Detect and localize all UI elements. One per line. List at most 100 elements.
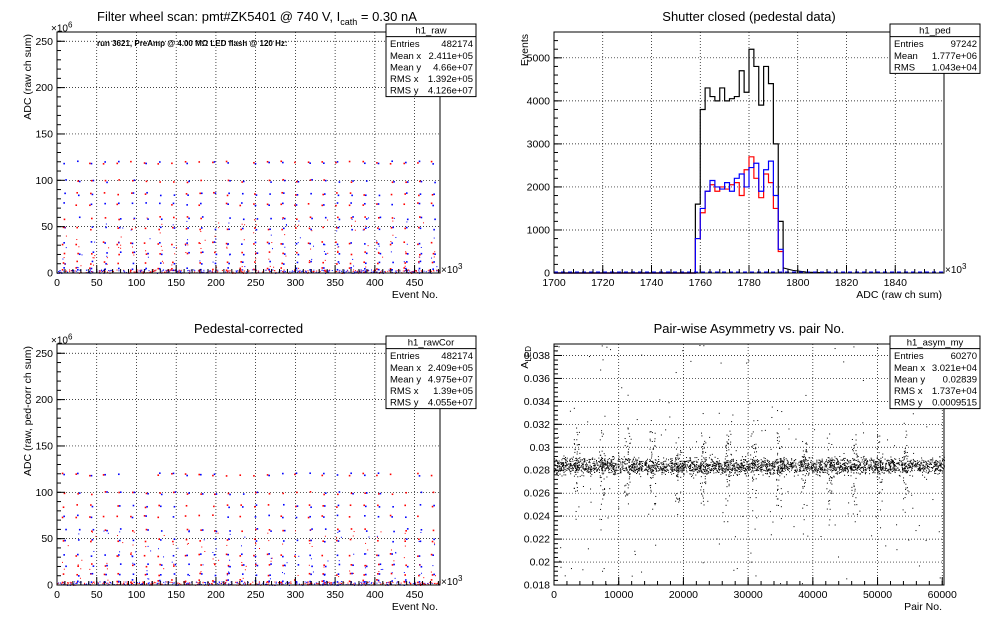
data-point	[628, 462, 630, 464]
data-point	[253, 161, 255, 164]
data-point	[651, 470, 653, 472]
x-tick-label: 300	[287, 277, 305, 289]
data-point	[376, 554, 378, 557]
data-point	[131, 579, 134, 581]
data-point	[763, 462, 765, 464]
data-point	[627, 472, 629, 474]
data-point	[846, 459, 848, 461]
data-point	[328, 581, 330, 583]
data-point	[348, 516, 351, 518]
data-point	[892, 461, 894, 463]
data-point	[664, 467, 666, 469]
data-point	[824, 468, 826, 470]
data-point	[782, 463, 784, 465]
data-point	[696, 471, 698, 473]
data-point	[137, 269, 139, 271]
data-point	[432, 204, 434, 207]
data-point	[74, 581, 76, 583]
data-point	[226, 539, 229, 541]
data-point	[930, 463, 932, 465]
data-point	[606, 460, 608, 462]
data-point	[904, 469, 906, 471]
data-point	[840, 468, 842, 470]
data-point	[893, 464, 895, 466]
data-point	[282, 540, 285, 542]
data-point	[690, 459, 692, 461]
data-point	[741, 462, 743, 464]
data-point	[323, 193, 326, 195]
data-point	[787, 463, 789, 465]
data-point	[64, 227, 66, 229]
data-point	[337, 583, 339, 585]
data-point	[708, 472, 710, 474]
data-point	[605, 463, 607, 465]
data-point	[783, 465, 785, 467]
data-point	[242, 271, 244, 273]
data-point	[379, 271, 381, 273]
data-point	[560, 466, 562, 468]
data-point	[831, 471, 833, 473]
data-point	[718, 460, 720, 462]
data-point	[348, 580, 351, 583]
data-point	[662, 469, 664, 471]
data-point	[77, 493, 79, 495]
data-point	[433, 573, 435, 576]
data-point	[741, 456, 743, 458]
data-point	[423, 577, 425, 579]
data-point	[594, 466, 596, 468]
data-point	[939, 464, 941, 466]
data-point	[880, 457, 882, 459]
data-point	[213, 563, 215, 565]
data-point	[846, 467, 848, 469]
data-point	[323, 493, 325, 496]
data-point	[777, 468, 779, 470]
data-point	[185, 227, 188, 230]
data-point	[748, 467, 750, 469]
data-point	[159, 253, 161, 255]
data-point	[132, 573, 135, 576]
data-point	[209, 270, 211, 272]
data-point	[282, 192, 285, 194]
data-point	[429, 581, 431, 583]
y-tick-label: 4000	[527, 95, 551, 107]
data-point	[890, 458, 892, 460]
data-point	[268, 242, 270, 245]
data-point	[63, 568, 65, 570]
y-axis-title: ADC (raw ch sum)	[22, 34, 34, 120]
data-point	[282, 516, 284, 519]
data-point	[435, 583, 437, 585]
data-point	[432, 554, 434, 556]
grid-lines	[57, 344, 440, 585]
data-point	[905, 462, 907, 464]
data-point	[77, 267, 79, 269]
data-point	[438, 583, 440, 585]
data-point	[668, 459, 670, 461]
data-point	[828, 473, 830, 475]
data-point	[644, 469, 646, 471]
data-point	[715, 465, 717, 467]
data-point	[116, 515, 119, 518]
data-point	[346, 271, 348, 273]
data-point	[577, 466, 579, 468]
y-tick-label: 100	[35, 487, 53, 499]
data-point	[558, 468, 560, 470]
data-point	[768, 461, 770, 463]
data-point	[305, 270, 307, 272]
data-point	[923, 461, 925, 463]
data-point	[336, 161, 339, 163]
data-point	[826, 459, 828, 461]
data-point	[99, 270, 101, 272]
data-point	[252, 581, 254, 583]
data-point	[229, 254, 231, 256]
data-point	[763, 470, 765, 472]
data-point	[663, 472, 665, 474]
data-point	[602, 473, 604, 475]
data-point	[269, 265, 271, 267]
data-point	[739, 467, 741, 469]
data-point	[649, 467, 651, 469]
data-point	[130, 552, 132, 554]
data-point	[839, 462, 841, 464]
data-point	[583, 468, 585, 470]
data-point	[675, 458, 677, 460]
data-point	[772, 464, 774, 466]
